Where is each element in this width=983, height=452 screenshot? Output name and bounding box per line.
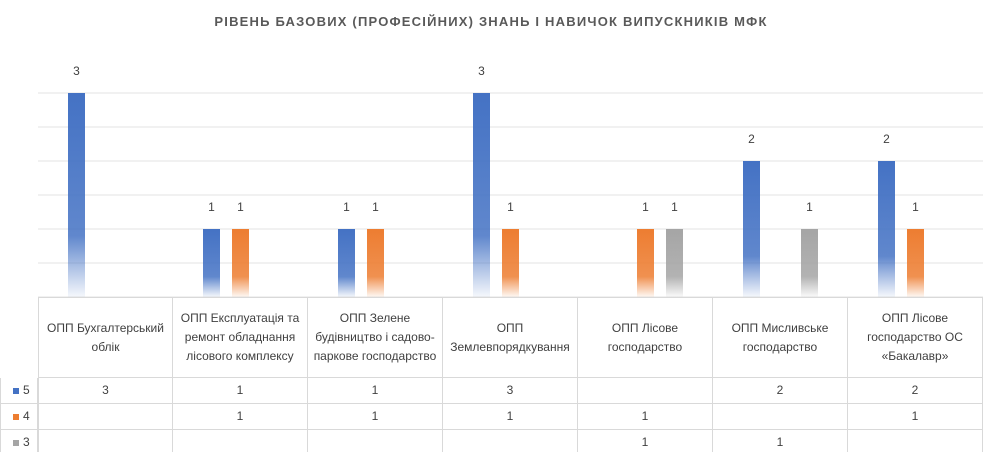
data-label: 1 [671, 200, 678, 214]
data-label: 3 [478, 64, 485, 78]
table-header: ОПП Лісове господарство ОС «Бакалавр» [848, 297, 983, 378]
data-label: 1 [912, 200, 919, 214]
table-cell [848, 430, 983, 452]
bar [338, 229, 355, 297]
table-header: ОПП Зелене будівництво і садово-паркове … [308, 297, 443, 378]
chart-title: РІВЕНЬ БАЗОВИХ (ПРОФЕСІЙНИХ) ЗНАНЬ І НАВ… [214, 14, 767, 29]
bar [367, 229, 384, 297]
table-cell [713, 404, 848, 430]
data-label: 2 [748, 132, 755, 146]
table-cell: 1 [848, 404, 983, 430]
table-cell: 2 [713, 378, 848, 404]
bar [801, 229, 818, 297]
bar [907, 229, 924, 297]
data-label: 1 [208, 200, 215, 214]
bar [232, 229, 249, 297]
table-cell: 1 [308, 404, 443, 430]
bar [203, 229, 220, 297]
bar [637, 229, 654, 297]
legend-key [13, 439, 19, 446]
data-label: 1 [507, 200, 514, 214]
table-cell: 1 [173, 404, 308, 430]
legend-cell: 4 [0, 404, 38, 430]
legend-label: 4 [23, 409, 30, 423]
data-label: 1 [237, 200, 244, 214]
table-cell: 3 [443, 378, 578, 404]
data-label: 1 [642, 200, 649, 214]
legend-label: 3 [23, 435, 30, 449]
table-cell: 1 [308, 378, 443, 404]
table-cell: 1 [173, 378, 308, 404]
table-header: ОПП Лісове господарство [578, 297, 713, 378]
bar [68, 93, 85, 297]
data-label: 3 [73, 64, 80, 78]
table-header: ОПП Землевпорядкування [443, 297, 578, 378]
bar [666, 229, 683, 297]
table-cell [38, 430, 173, 452]
table-cell: 1 [713, 430, 848, 452]
table-header: ОПП Експлуатація та ремонт обладнання лі… [173, 297, 308, 378]
table-cell [443, 430, 578, 452]
bar [473, 93, 490, 297]
bar [502, 229, 519, 297]
legend-key [13, 387, 19, 394]
table-cell [308, 430, 443, 452]
legend-label: 5 [23, 383, 30, 397]
data-label: 1 [806, 200, 813, 214]
legend-cell: 5 [0, 378, 38, 404]
data-label: 1 [372, 200, 379, 214]
bar [878, 161, 895, 297]
table-cell [38, 404, 173, 430]
table-cell: 1 [578, 404, 713, 430]
table-cell [578, 378, 713, 404]
table-cell: 3 [38, 378, 173, 404]
table-cell: 1 [578, 430, 713, 452]
table-cell [173, 430, 308, 452]
table-header: ОПП Мисливське господарство [713, 297, 848, 378]
legend-key [13, 413, 19, 420]
data-label: 2 [883, 132, 890, 146]
table-cell: 1 [443, 404, 578, 430]
table-cell: 2 [848, 378, 983, 404]
data-label: 1 [343, 200, 350, 214]
table-header: ОПП Бухгалтерський облік [38, 297, 173, 378]
legend-cell: 3 [0, 430, 38, 452]
bar [743, 161, 760, 297]
